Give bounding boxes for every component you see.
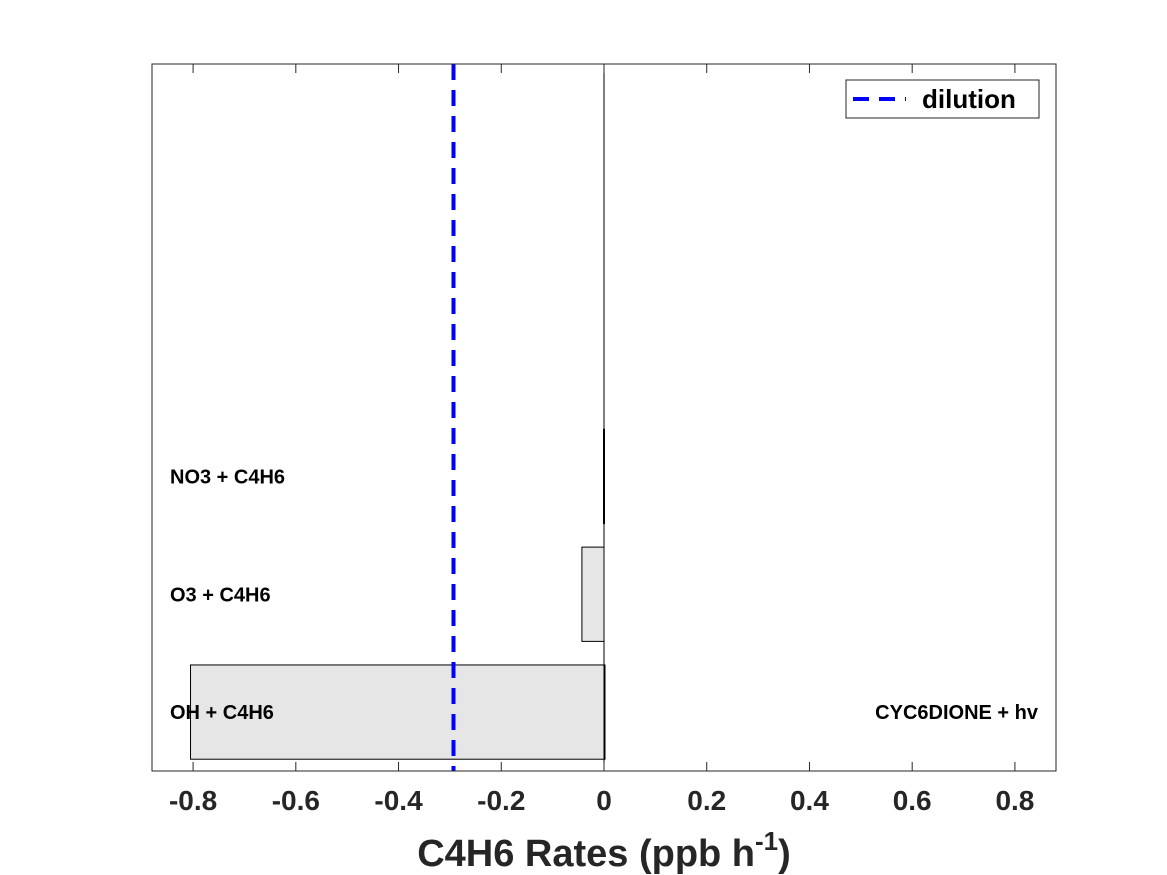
bar-labels-group: OH + C4H6 O3 + C4H6 NO3 + C4H6 CYC6DIONE + … [170,466,1039,724]
plot-frame [151,63,1057,772]
x-tick-label: 0.4 [790,785,829,816]
ticks-group: -0.8 -0.6 -0.4 -0.2 0 0.2 0.4 0.6 0.8 [169,64,1034,816]
x-axis-title: C4H6 Rates (ppb h-1) [417,826,791,875]
x-axis-title-superscript: -1 [755,826,778,856]
x-tick-label: -0.2 [477,785,525,816]
legend: dilution [845,79,1040,119]
x-axis-title-main: C4H6 Rates (ppb h [417,833,755,875]
x-axis-title-close: ) [778,833,791,875]
bar-label-negative: OH + C4H6 [170,702,274,724]
x-tick-label: 0.6 [893,785,932,816]
x-tick-label: -0.4 [374,785,423,816]
legend-dilution-label: dilution [922,84,1016,114]
x-tick-label: 0.2 [687,785,726,816]
bar-label-negative: O3 + C4H6 [170,584,271,606]
x-tick-label: 0 [596,785,612,816]
x-tick-label: 0.8 [995,785,1034,816]
x-tick-label: -0.8 [169,785,217,816]
x-tick-label: -0.6 [272,785,320,816]
legend-box [845,79,1040,119]
bar-label-negative: NO3 + C4H6 [170,466,285,488]
bar-negative [190,664,605,760]
bar-label-positive: CYC6DIONE + hv [875,702,1039,724]
bar-negative [581,546,605,642]
